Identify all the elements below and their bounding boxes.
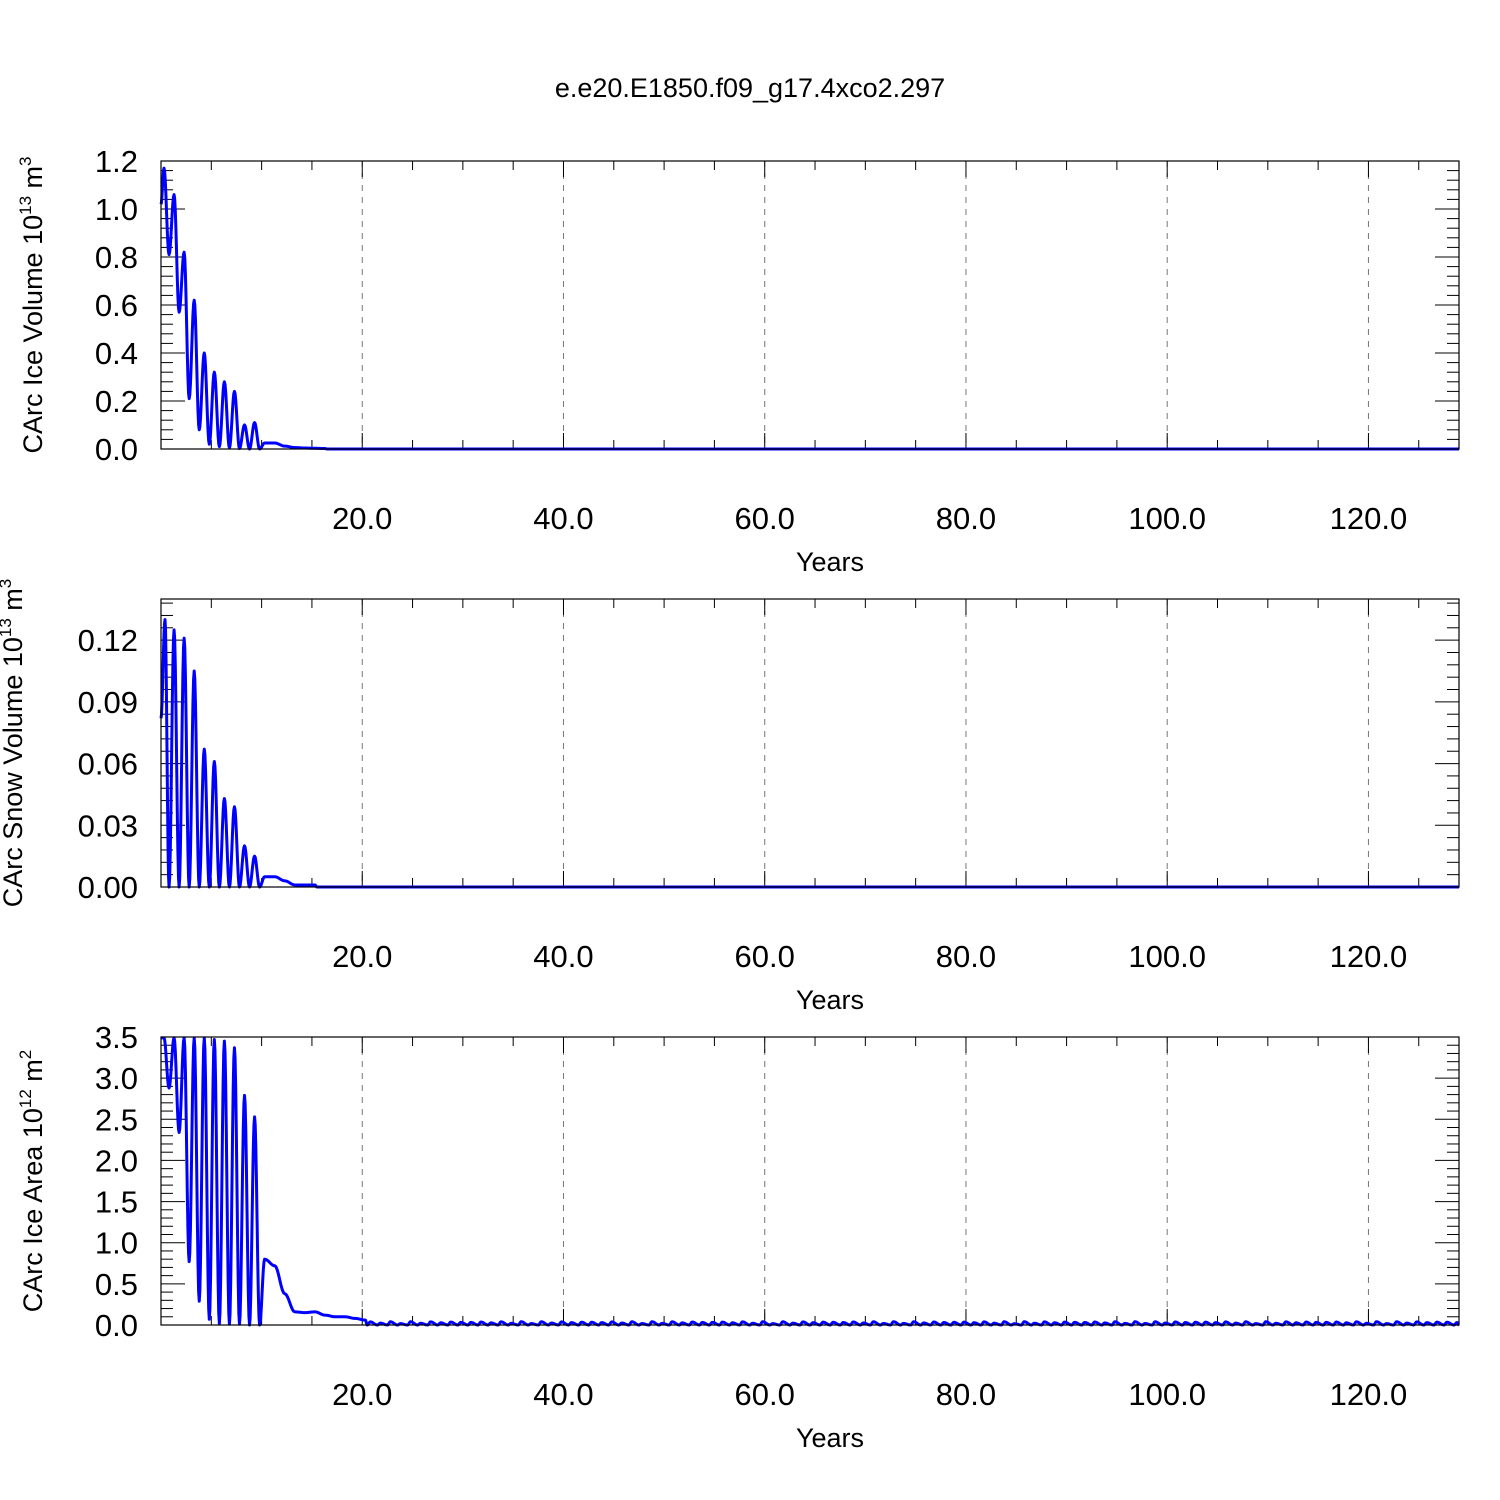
y-axis-label: CArc Ice Area 1012 m2 [16, 1050, 48, 1313]
y-axis-label-text: CArc Ice Volume 10 [18, 215, 48, 454]
x-tick-label: 60.0 [735, 1377, 795, 1412]
x-tick-label: 80.0 [936, 1377, 996, 1412]
x-tick-label: 120.0 [1330, 1377, 1408, 1412]
y-axis-label-unit-exponent: 3 [16, 156, 35, 165]
plot-frame [160, 160, 1460, 450]
x-tick-label: 120.0 [1330, 939, 1408, 974]
y-axis-label-unit: m [18, 1059, 48, 1089]
y-axis-label-text: CArc Snow Volume 10 [0, 637, 28, 907]
x-tick-label: 100.0 [1128, 1377, 1206, 1412]
panel-2: 0.00 0.03 0.06 0.09 0.12 20.0 40.0 60.0 80.0 100.… [0, 579, 1461, 1015]
y-axis-label-unit: m [18, 166, 48, 196]
y-tick-label: 0.0 [95, 432, 138, 467]
y-axis-label-exponent: 12 [16, 1089, 35, 1108]
x-tick-label: 120.0 [1330, 501, 1408, 536]
y-axis-label-unit-exponent: 3 [0, 579, 15, 588]
y-axis-label-text: CArc Ice Area 10 [18, 1108, 48, 1312]
x-tick-label: 80.0 [936, 939, 996, 974]
x-tick-label: 100.0 [1128, 501, 1206, 536]
x-tick-label: 40.0 [533, 501, 593, 536]
y-axis-label-unit: m [0, 588, 28, 618]
y-axis-label-unit-exponent: 2 [16, 1050, 35, 1059]
series-line [159, 166, 1461, 451]
y-tick-label: 0.2 [95, 384, 138, 419]
y-tick-label: 1.5 [95, 1185, 138, 1220]
y-axis-label-exponent: 13 [0, 618, 15, 637]
y-axis-label: CArc Ice Volume 1013 m3 [16, 156, 48, 453]
chart-title: e.e20.E1850.f09_g17.4xco2.297 [555, 73, 945, 103]
x-tick-label: 40.0 [533, 1377, 593, 1412]
y-tick-label: 0.5 [95, 1267, 138, 1302]
chart-panels: 0.00.20.40.60.81.01.220.0 40.0 60.0 80.0 100… [0, 144, 1461, 1453]
y-tick-label: 1.0 [95, 1226, 138, 1261]
y-axis-label: CArc Snow Volume 1013 m3 [0, 579, 28, 908]
y-tick-label: 0.00 [78, 870, 138, 905]
y-axis-label-exponent: 13 [16, 196, 35, 215]
plot-frame [160, 1036, 1460, 1326]
y-tick-label: 3.5 [95, 1020, 138, 1055]
x-axis-label: Years [796, 1423, 864, 1453]
x-axis-label: Years [796, 547, 864, 577]
x-tick-label: 20.0 [332, 1377, 392, 1412]
y-tick-label: 0.8 [95, 240, 138, 275]
y-tick-label: 2.5 [95, 1102, 138, 1137]
y-tick-label: 0.6 [95, 288, 138, 323]
x-tick-label: 20.0 [332, 939, 392, 974]
series-line [159, 1036, 1461, 1327]
x-tick-label: 100.0 [1128, 939, 1206, 974]
x-tick-label: 40.0 [533, 939, 593, 974]
x-tick-label: 20.0 [332, 501, 392, 536]
series-line [159, 618, 1461, 889]
y-tick-label: 0.09 [78, 685, 138, 720]
panel-3: 0.0 0.5 1.0 1.5 2.0 2.5 3.0 3.5 20.0 40.0 60.0 80.0… [16, 1020, 1461, 1453]
x-tick-label: 60.0 [735, 939, 795, 974]
y-tick-label: 0.03 [78, 808, 138, 843]
y-tick-label: 3.0 [95, 1061, 138, 1096]
plot-frame [160, 598, 1460, 888]
x-tick-label: 60.0 [735, 501, 795, 536]
y-tick-label: 0.06 [78, 747, 138, 782]
x-tick-label: 80.0 [936, 501, 996, 536]
y-tick-label: 0.12 [78, 623, 138, 658]
y-tick-label: 1.0 [95, 192, 138, 227]
y-tick-label: 0.4 [95, 336, 138, 371]
y-tick-label: 0.0 [95, 1308, 138, 1343]
panel-1: 0.0 0.2 0.4 0.6 0.8 1.0 1.2 20.0 40.0 60.0 80.0 100… [16, 144, 1461, 577]
x-axis-label: Years [796, 985, 864, 1015]
y-tick-label: 1.2 [95, 144, 138, 179]
y-tick-label: 2.0 [95, 1143, 138, 1178]
